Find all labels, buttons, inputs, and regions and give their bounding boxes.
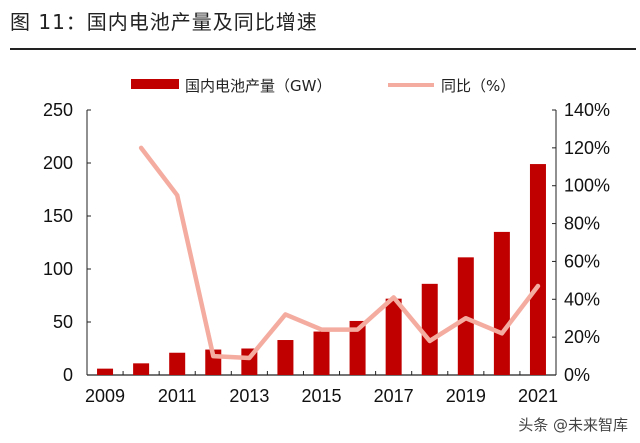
- watermark: 头条 @未来智库: [518, 416, 628, 434]
- bar-2018: [421, 283, 438, 375]
- legend-swatch-bar: [131, 79, 179, 89]
- y-right-tick-label: 20%: [564, 327, 600, 347]
- x-tick-label: 2021: [518, 386, 558, 406]
- bar-2011: [169, 352, 186, 375]
- y-right-tick-label: 60%: [564, 251, 600, 271]
- bar-2009: [97, 368, 114, 375]
- x-tick-label: 2009: [85, 386, 125, 406]
- y-left-tick-label: 50: [53, 312, 73, 332]
- bar-2021: [529, 164, 546, 375]
- x-tick-label: 2015: [301, 386, 341, 406]
- x-tick-label: 2013: [229, 386, 269, 406]
- bar-2015: [313, 331, 330, 375]
- legend-label-production: 国内电池产量（GW）: [185, 77, 331, 95]
- title-divider: [10, 48, 636, 50]
- y-left-tick-label: 0: [63, 365, 73, 385]
- x-tick-label: 2017: [374, 386, 414, 406]
- x-tick-label: 2019: [446, 386, 486, 406]
- legend-label-yoy: 同比（%）: [441, 77, 515, 95]
- y-left-tick-label: 150: [43, 206, 73, 226]
- y-left-tick-label: 200: [43, 153, 73, 173]
- y-right-tick-label: 140%: [564, 100, 610, 120]
- y-right-tick-label: 100%: [564, 176, 610, 196]
- y-left-tick-label: 250: [43, 100, 73, 120]
- x-tick-label: 2011: [158, 386, 197, 406]
- y-right-tick-label: 120%: [564, 138, 610, 158]
- y-right-tick-label: 0%: [564, 365, 590, 385]
- y-right-tick-label: 40%: [564, 289, 600, 309]
- bar-2016: [349, 320, 366, 375]
- y-left-tick-label: 100: [43, 259, 73, 279]
- bar-2020: [493, 231, 510, 375]
- bar-2017: [385, 298, 402, 375]
- bar-2010: [133, 363, 150, 375]
- yoy-line: [138, 145, 541, 361]
- bar-2014: [277, 340, 294, 375]
- chart-title: 图 11：国内电池产量及同比增速: [10, 10, 318, 34]
- legend: 国内电池产量（GW） 同比（%）: [131, 77, 515, 95]
- y-right-tick-label: 80%: [564, 214, 600, 234]
